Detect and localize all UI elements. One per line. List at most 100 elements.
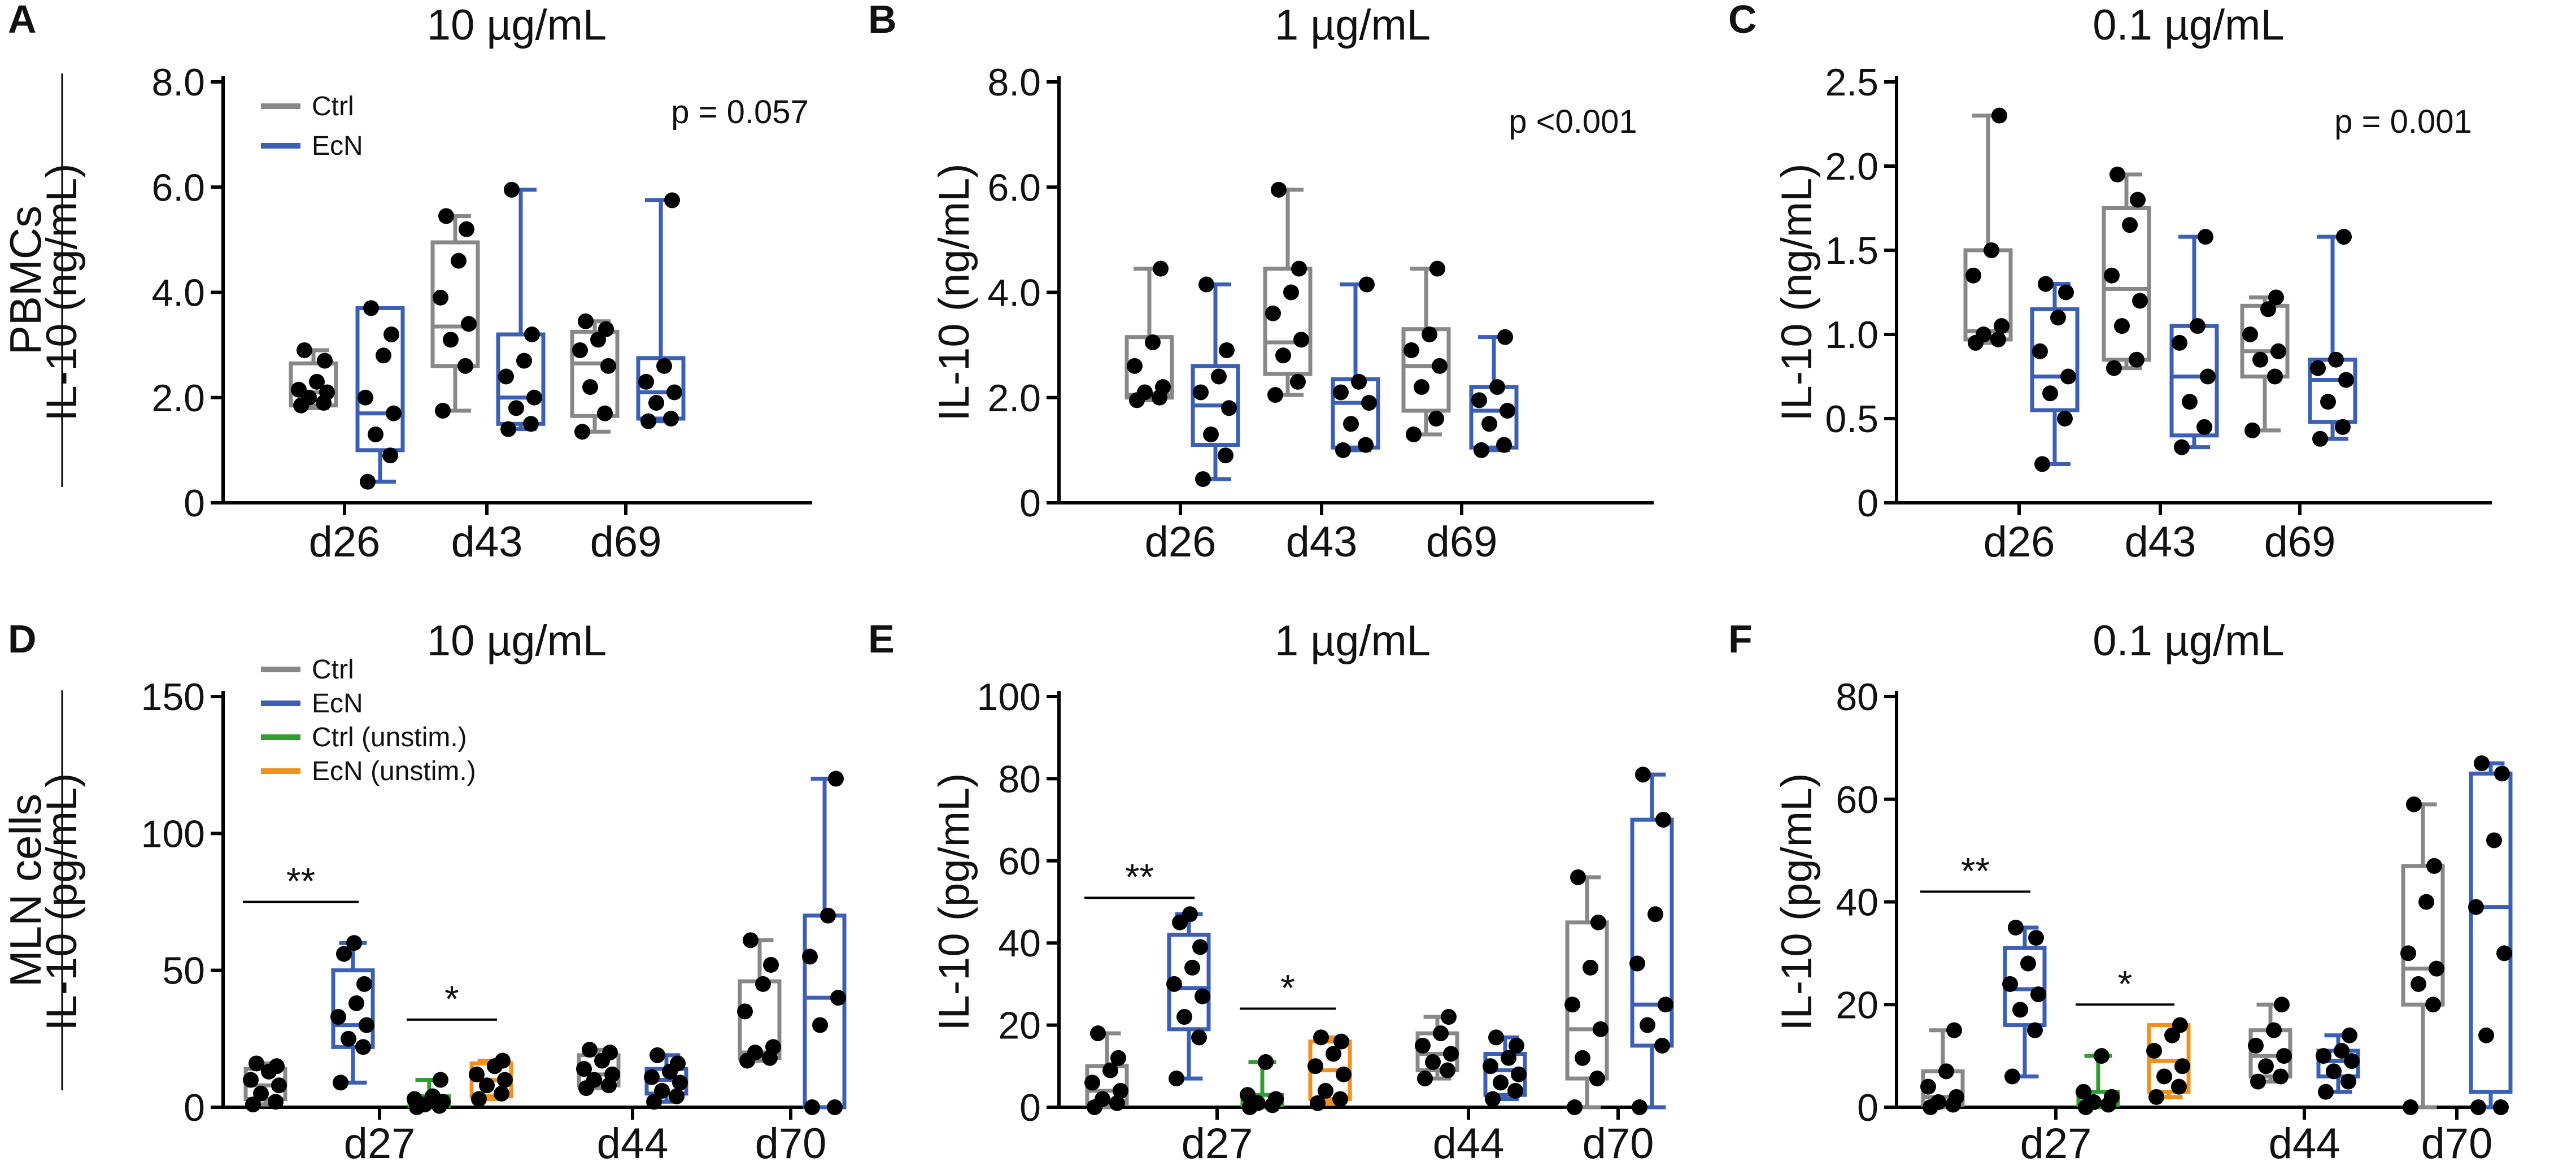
data-point (269, 1058, 285, 1074)
data-point (1441, 1009, 1457, 1025)
data-point (317, 353, 333, 369)
box-iqr (2469, 771, 2513, 1094)
data-point (1632, 1099, 1647, 1115)
data-point (1221, 400, 1237, 416)
data-point (1429, 260, 1445, 277)
y-tick-label: 20 (1836, 984, 1878, 1026)
data-point (2248, 1037, 2264, 1054)
data-point (504, 181, 520, 198)
data-point (1655, 812, 1671, 828)
y-axis-label: IL-10 (pg/mL) (38, 773, 86, 1030)
data-point (386, 405, 402, 421)
data-point (597, 405, 613, 421)
data-point (1415, 1037, 1431, 1054)
data-point (2132, 293, 2148, 309)
data-point (1640, 1017, 1655, 1033)
data-point (2320, 394, 2336, 410)
data-point (763, 956, 779, 973)
p-value: p = 0.057 (671, 94, 809, 130)
data-point (1318, 1082, 1333, 1099)
y-tick-label: 60 (998, 840, 1041, 883)
data-point (1343, 416, 1359, 432)
data-point (2174, 1058, 2190, 1074)
data-point (830, 990, 846, 1006)
y-tick-label: 0.5 (1825, 398, 1878, 441)
data-point (1930, 1094, 1946, 1110)
x-tick-label: d44 (1433, 1120, 1505, 1166)
data-point (245, 1097, 261, 1113)
data-point (1290, 373, 1306, 390)
x-tick-label: d44 (2269, 1120, 2340, 1166)
data-point (1191, 1029, 1207, 1046)
y-axis-label: IL-10 (pg/mL) (930, 773, 978, 1030)
data-point (602, 1045, 618, 1061)
panel-letter: C (1728, 0, 1757, 41)
panel-letter: D (8, 617, 37, 661)
data-point (604, 1066, 620, 1082)
box-iqr (570, 329, 620, 418)
y-tick-label: 0 (1019, 1086, 1041, 1129)
significance-label: * (2118, 963, 2133, 1004)
data-point (1291, 260, 1307, 277)
data-point (1493, 1074, 1509, 1091)
data-point (1976, 327, 1991, 342)
data-point (1629, 955, 1645, 972)
data-point (1211, 368, 1227, 385)
data-point (1313, 1029, 1329, 1046)
data-point (1258, 1054, 1274, 1071)
data-point (1109, 1095, 1125, 1111)
data-point (2273, 1068, 2289, 1085)
y-tick-label: 2.0 (1825, 145, 1878, 188)
data-point (1946, 1022, 1962, 1038)
data-point (1275, 347, 1291, 364)
data-point (376, 347, 391, 364)
chart-title: 0.1 µg/mL (2093, 1, 2285, 49)
y-tick-label: 0 (184, 482, 205, 525)
data-point (1240, 1087, 1256, 1103)
data-point (2468, 899, 2484, 915)
data-point (1267, 387, 1283, 403)
data-point (646, 1094, 662, 1110)
panel-letter: B (868, 0, 897, 41)
data-point (1938, 1063, 1954, 1080)
data-point (1182, 906, 1198, 923)
data-point (497, 1072, 513, 1088)
data-point (469, 1066, 485, 1082)
y-tick-label: 80 (1836, 676, 1878, 719)
data-point (348, 995, 364, 1011)
data-point (2034, 456, 2050, 472)
x-tick-label: d43 (1286, 518, 1358, 566)
data-point (1593, 1021, 1609, 1037)
data-point (360, 473, 376, 490)
data-point (341, 1030, 356, 1047)
data-point (479, 1077, 495, 1094)
data-point (650, 1047, 665, 1063)
data-point (812, 1017, 828, 1033)
x-tick-label: d44 (597, 1120, 669, 1166)
data-point (1113, 1082, 1128, 1099)
data-point (1440, 1062, 1455, 1078)
box-iqr (2102, 206, 2151, 362)
data-point (1218, 447, 1233, 464)
data-point (1195, 988, 1210, 1004)
data-point (382, 447, 398, 464)
data-point (1110, 1050, 1126, 1066)
data-point (2250, 1073, 2266, 1090)
data-point (457, 358, 473, 374)
data-point (495, 1052, 511, 1069)
data-point (2336, 229, 2352, 245)
data-point (2129, 351, 2145, 368)
data-point (1583, 959, 1598, 976)
panels: A 10 µg/mL IL-10 (ng/mL) 0 2.0 4.0 6.0 8.0 d26 d4… (8, 0, 2513, 1166)
y-tick-label: 1.5 (1825, 229, 1878, 272)
data-point (2008, 919, 2024, 936)
data-point (368, 426, 383, 442)
data-point (1509, 1037, 1524, 1054)
data-point (2130, 192, 2146, 208)
data-point (2002, 976, 2018, 992)
data-point (2496, 945, 2512, 961)
data-point (249, 1055, 264, 1072)
data-point (1184, 959, 1200, 976)
data-point (1654, 1037, 1670, 1054)
